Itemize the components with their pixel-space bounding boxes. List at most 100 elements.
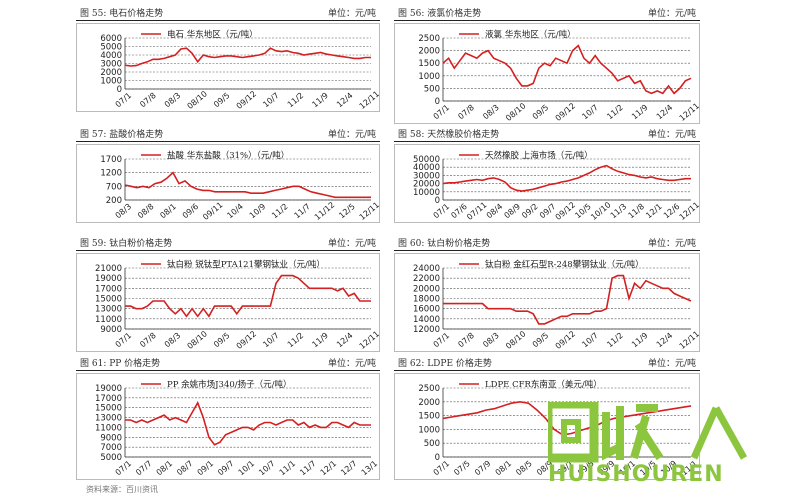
x-tick-label: 10/4 <box>225 202 245 220</box>
chart-frame: 5000 7000 9000 11000 13000 15000 17000 19000 07/… <box>76 373 380 480</box>
x-tick-label: 11/3 <box>609 202 629 220</box>
y-tick-label: 1000 <box>418 72 440 82</box>
x-tick-label: 11/9 <box>310 331 330 349</box>
y-tick-label: 0 <box>435 196 440 206</box>
x-tick-label: 09/7 <box>216 459 236 477</box>
x-tick-label: 11/1 <box>278 459 298 477</box>
x-tick-label: 10/9 <box>248 202 268 220</box>
x-tick-label: 12/11 <box>678 101 699 123</box>
source-note: 资料来源：百川资讯 <box>86 485 158 494</box>
x-tick-label: 11/9 <box>310 91 330 109</box>
y-tick-label: 14000 <box>413 315 440 325</box>
y-tick-label: 50000 <box>413 155 440 165</box>
x-tick-label: 09/2 <box>520 202 540 220</box>
y-tick-label: 2500 <box>418 384 440 394</box>
x-tick-label: 08/10 <box>185 89 208 111</box>
chart-frame: 0 10000 20000 30000 40000 50000 07/1 07/6 07/11 0… <box>394 144 700 223</box>
x-tick-label: 09/5 <box>212 331 232 349</box>
chart-title: 图 58: 天然橡胶价格走势 <box>398 130 500 140</box>
x-tick-label: 10/7 <box>580 331 600 349</box>
x-tick-label: 11/7 <box>298 459 318 477</box>
x-tick-label: 12/5 <box>337 202 357 220</box>
y-tick-label: 0 <box>435 97 440 107</box>
x-tick-label: 08/9 <box>502 202 522 220</box>
x-tick-label: 08/3 <box>163 91 183 109</box>
chart-unit: 单位：元/吨 <box>327 359 376 369</box>
y-tick-label: 500 <box>424 439 440 449</box>
y-tick-label: 18000 <box>413 295 440 305</box>
chart-caption: 图 58: 天然橡胶价格走势 单位：元/吨 <box>394 127 700 142</box>
x-tick-label: 07/8 <box>138 331 158 349</box>
y-tick-label: 3000 <box>100 60 122 70</box>
chart-panel: 图 55: 电石价格走势 单位：元/吨 0 1000 2000 3000 4000 5000 6… <box>76 6 380 112</box>
y-tick-label: 13000 <box>95 305 122 315</box>
x-tick-label: 08/7 <box>175 459 195 477</box>
chart-frame: 0 500 1000 1500 2000 2500 07/1 07/8 08/3 08/10 09/… <box>394 23 700 124</box>
series-line <box>125 400 371 446</box>
chart-panel: 图 59: 钛白粉价格走势 单位：元/吨 9000 11000 13000 15000 17… <box>76 236 380 352</box>
x-tick-label: 09/5 <box>531 103 551 121</box>
x-tick-label: 11/2 <box>605 103 625 121</box>
x-tick-label: 12/4 <box>335 331 355 349</box>
x-tick-label: 10/7 <box>257 459 277 477</box>
x-tick-label: 07/8 <box>456 331 476 349</box>
chart-panel: 图 57: 盐酸价格走势 单位：元/吨 200 700 1200 1700 08/3 08/8… <box>76 127 380 223</box>
x-tick-label: 12/11 <box>358 200 379 222</box>
y-tick-label: 4000 <box>100 51 122 61</box>
x-tick-label: 08/10 <box>185 329 208 351</box>
y-tick-label: 22000 <box>413 274 440 284</box>
logo-wordmark: HUISHOUREN <box>548 462 724 487</box>
chart-unit: 单位：元/吨 <box>647 239 696 249</box>
chart-unit: 单位：元/吨 <box>647 359 696 369</box>
chart-title: 图 55: 电石价格走势 <box>80 9 164 19</box>
x-tick-label: 11/7 <box>293 202 313 220</box>
chart-unit: 单位：元/吨 <box>327 130 376 140</box>
x-tick-label: 08/5 <box>514 459 534 477</box>
x-tick-label: 07/5 <box>452 459 472 477</box>
x-tick-label: 11/2 <box>286 91 306 109</box>
x-tick-label: 09/12 <box>235 89 258 111</box>
y-tick-label: 17000 <box>95 394 122 404</box>
chart-frame: 0 1000 2000 3000 4000 5000 6000 07/1 07/8 08/3 08/… <box>76 23 380 112</box>
y-tick-label: 21000 <box>95 264 122 274</box>
series-line <box>443 274 692 325</box>
x-tick-label: 12/11 <box>678 200 699 222</box>
y-tick-label: 11000 <box>95 315 122 325</box>
y-tick-label: 11000 <box>95 423 122 433</box>
caption-rule <box>76 370 380 371</box>
chart-title: 图 60: 钛白粉价格走势 <box>398 239 491 249</box>
chart-title: 图 56: 液氯价格走势 <box>398 9 482 19</box>
legend-label: PP 余姚市场J340/扬子（元/吨） <box>167 379 292 390</box>
caption-rule <box>76 141 380 142</box>
x-tick-label: 11/2 <box>270 202 290 220</box>
x-tick-label: 08/10 <box>504 329 527 351</box>
x-tick-label: 11/9 <box>630 103 650 121</box>
y-tick-label: 12000 <box>413 325 440 335</box>
caption-rule <box>394 370 700 371</box>
y-tick-label: 200 <box>106 196 122 206</box>
x-tick-label: 12/11 <box>358 89 379 111</box>
y-tick-label: 13000 <box>95 414 122 424</box>
series-line <box>124 47 371 67</box>
chart-title: 图 62: LDPE 价格走势 <box>398 359 492 369</box>
chart-caption: 图 59: 钛白粉价格走势 单位：元/吨 <box>76 236 380 251</box>
huishouren-logo: HUISHOUREN <box>543 399 800 500</box>
y-tick-label: 1500 <box>418 412 440 422</box>
y-tick-label: 5000 <box>100 453 122 463</box>
x-tick-label: 10/7 <box>261 331 281 349</box>
x-tick-label: 08/3 <box>481 331 501 349</box>
x-tick-label: 09/12 <box>554 200 577 222</box>
x-tick-label: 12/11 <box>678 329 699 351</box>
chart-caption: 图 60: 钛白粉价格走势 单位：元/吨 <box>394 236 700 251</box>
x-tick-label: 09/12 <box>554 329 577 351</box>
x-tick-label: 09/6 <box>181 202 201 220</box>
chart-caption: 图 57: 盐酸价格走势 单位：元/吨 <box>76 127 380 142</box>
y-tick-label: 15000 <box>95 404 122 414</box>
y-tick-label: 9000 <box>100 433 122 443</box>
x-tick-label: 11/12 <box>313 200 336 222</box>
x-tick-label: 11/8 <box>626 202 646 220</box>
y-tick-label: 16000 <box>413 305 440 315</box>
legend-label: 钛白粉 金红石型R-248攀钢钛业（元/吨） <box>485 259 644 270</box>
y-tick-label: 19000 <box>95 274 122 284</box>
